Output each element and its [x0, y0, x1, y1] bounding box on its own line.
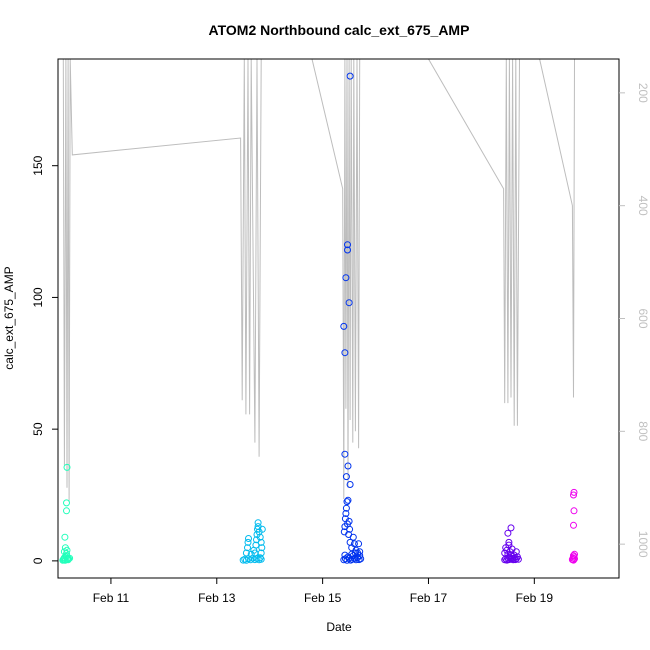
data-point — [342, 510, 350, 517]
data-point — [245, 535, 252, 542]
data-point — [63, 463, 71, 471]
data-point — [570, 552, 577, 560]
series-4 — [501, 524, 522, 564]
data-point — [346, 72, 354, 80]
data-point — [256, 554, 264, 562]
data-point — [344, 496, 352, 504]
data-point — [346, 481, 354, 488]
data-point — [345, 299, 353, 307]
x-tick-label: Feb 13 — [198, 591, 236, 605]
x-tick-label: Feb 19 — [516, 591, 554, 605]
data-point — [350, 540, 358, 548]
series-3 — [340, 72, 365, 564]
data-point — [341, 450, 349, 458]
data-point — [357, 555, 365, 563]
y-axis-label: calc_ext_675_AMP — [2, 266, 16, 369]
y2-tick-label: 400 — [636, 196, 650, 216]
y-axis: 0 50 100 150 — [31, 155, 59, 564]
data-point — [257, 538, 265, 546]
depth-trace — [62, 58, 575, 502]
data-point — [340, 322, 348, 330]
plot-frame — [57, 58, 620, 579]
y-tick-label: 150 — [31, 155, 45, 175]
data-point — [244, 538, 252, 546]
data-point — [349, 533, 357, 541]
data-point — [570, 507, 578, 515]
depth-line — [62, 58, 575, 502]
data-point — [342, 473, 350, 481]
data-point — [66, 554, 74, 562]
series-2 — [239, 519, 266, 564]
y-tick-label: 0 — [31, 557, 45, 564]
data-point — [63, 546, 71, 554]
data-point — [341, 349, 349, 357]
y-tick-label: 50 — [31, 422, 45, 436]
data-point — [570, 521, 577, 529]
data-point — [504, 529, 512, 537]
y2-tick-label: 1000 — [636, 531, 650, 558]
x-tick-label: Feb 11 — [93, 591, 130, 605]
data-point — [571, 555, 578, 563]
data-point — [344, 246, 351, 254]
data-point — [343, 498, 351, 506]
y-tick-label: 100 — [31, 287, 45, 307]
data-point — [252, 541, 260, 549]
y2-tick-label: 800 — [636, 421, 650, 441]
data-point — [571, 550, 578, 558]
data-point — [342, 504, 350, 512]
y2-tick-label: 600 — [636, 308, 650, 328]
x-tick-label: Feb 15 — [304, 591, 342, 605]
y-axis-right: 200 400 600 800 1000 — [619, 83, 650, 558]
data-point — [351, 549, 359, 557]
data-point — [510, 551, 518, 559]
data-point — [63, 507, 70, 515]
x-axis-label: Date — [326, 620, 352, 634]
data-point — [61, 533, 69, 541]
x-axis: Feb 11 Feb 13 Feb 15 Feb 17 Feb 19 — [93, 577, 554, 605]
data-point — [341, 551, 349, 559]
y2-tick-label: 200 — [636, 83, 650, 103]
data-point — [356, 548, 364, 556]
data-point — [512, 548, 520, 556]
data-point — [256, 533, 264, 541]
data-point — [258, 525, 266, 533]
data-point — [507, 524, 515, 532]
data-point — [242, 556, 250, 564]
data-point — [570, 491, 577, 499]
data-point — [505, 538, 513, 546]
data-point — [344, 520, 351, 528]
data-point — [254, 519, 262, 527]
data-point — [342, 274, 350, 282]
data-point — [244, 544, 251, 552]
x-tick-label: Feb 17 — [410, 591, 448, 605]
data-point — [242, 549, 250, 557]
data-points — [59, 72, 578, 564]
data-point — [514, 555, 522, 563]
data-point — [344, 462, 352, 470]
data-point — [258, 544, 266, 552]
series-5 — [568, 488, 578, 564]
series-1 — [59, 463, 74, 564]
data-point — [63, 550, 70, 557]
data-point — [355, 540, 363, 548]
data-point — [257, 549, 265, 557]
data-point — [63, 499, 70, 507]
data-point — [570, 488, 578, 496]
data-point — [344, 241, 351, 249]
data-point — [507, 552, 515, 560]
chart-title: ATOM2 Northbound calc_ext_675_AMP — [209, 22, 470, 38]
